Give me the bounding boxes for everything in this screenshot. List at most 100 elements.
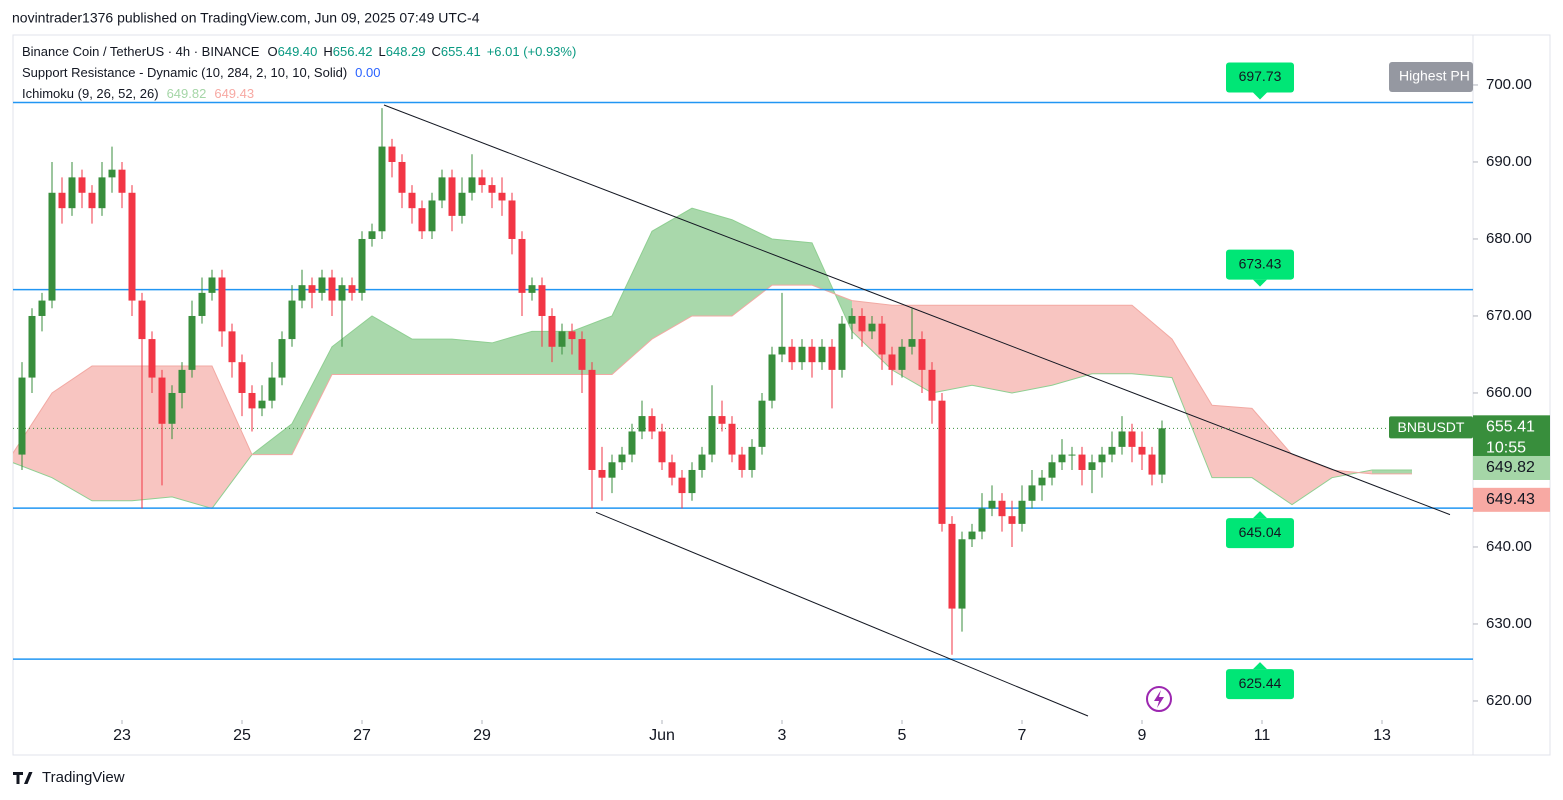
candle-body bbox=[678, 477, 686, 494]
level-label: 697.73 bbox=[1239, 68, 1282, 84]
cloud-fill bbox=[1092, 305, 1132, 374]
cloud-fill bbox=[92, 366, 132, 501]
cloud-span-a bbox=[13, 207, 1412, 510]
level-tag-pointer bbox=[1253, 279, 1267, 287]
span-b-tag bbox=[1473, 487, 1550, 512]
candle-body bbox=[658, 431, 666, 463]
candle-body bbox=[768, 354, 776, 401]
candle-body bbox=[538, 285, 546, 316]
candle-body bbox=[1008, 516, 1016, 524]
cloud-fill bbox=[612, 231, 652, 375]
candle-body bbox=[98, 177, 106, 209]
level-label: 625.44 bbox=[1239, 675, 1282, 691]
level-tag bbox=[1226, 249, 1294, 280]
candle-body bbox=[48, 192, 56, 301]
candle-body bbox=[428, 200, 436, 232]
candle-body bbox=[588, 369, 596, 470]
span-a-label: 649.82 bbox=[1486, 459, 1535, 476]
x-tick-label: 9 bbox=[1138, 727, 1147, 744]
candle-body bbox=[788, 346, 796, 363]
candle-body bbox=[278, 339, 286, 378]
candle-body bbox=[598, 469, 606, 478]
highest-ph-label: Highest PH bbox=[1399, 68, 1470, 84]
level-label: 673.43 bbox=[1239, 255, 1282, 271]
candle-body bbox=[1068, 454, 1076, 456]
candle-body bbox=[1148, 454, 1156, 475]
ticker-tag bbox=[1389, 416, 1473, 439]
level-tag-pointer bbox=[1253, 511, 1267, 519]
candle-body bbox=[648, 416, 656, 432]
published-line: novintrader1376 published on TradingView… bbox=[12, 10, 480, 26]
candle-body bbox=[328, 277, 336, 301]
cloud-fill bbox=[1132, 305, 1172, 378]
candle-body bbox=[88, 192, 96, 209]
candle-body bbox=[68, 177, 76, 209]
h-label: H bbox=[323, 44, 332, 59]
candle-body bbox=[288, 300, 296, 340]
ichimoku-a: 649.82 bbox=[167, 86, 207, 101]
level-label: 645.04 bbox=[1239, 524, 1282, 540]
ticker-label: BNBUSDT bbox=[1398, 419, 1465, 435]
candle-body bbox=[998, 500, 1006, 517]
candle-body bbox=[528, 285, 536, 293]
candle-body bbox=[558, 331, 566, 347]
x-tick-label: 25 bbox=[233, 727, 251, 744]
candle-body bbox=[378, 146, 386, 232]
candle-body bbox=[938, 400, 946, 524]
candle-body bbox=[878, 323, 886, 355]
cloud-fill bbox=[1292, 454, 1332, 505]
y-tick-label: 660.00 bbox=[1486, 384, 1532, 401]
candle-body bbox=[748, 446, 756, 470]
candle-body bbox=[18, 377, 26, 455]
candle-body bbox=[508, 200, 516, 239]
candle-body bbox=[568, 331, 576, 340]
candle-body bbox=[58, 192, 66, 209]
candle-body bbox=[948, 523, 956, 609]
brand-name: TradingView bbox=[42, 769, 125, 786]
candle-body bbox=[228, 331, 236, 363]
ichimoku-indicator: Ichimoku (9, 26, 52, 26) bbox=[22, 86, 159, 101]
candle-body bbox=[628, 431, 636, 455]
change: +6.01 (+0.93%) bbox=[487, 44, 577, 59]
candle-body bbox=[208, 277, 216, 293]
candle-body bbox=[158, 377, 166, 424]
l-value: 648.29 bbox=[386, 44, 426, 59]
candle-body bbox=[708, 416, 716, 455]
cloud-fill bbox=[1372, 469, 1412, 474]
legend-symbol: Binance Coin / TetherUS · 4h · BINANCE O6… bbox=[22, 44, 576, 59]
candle-body bbox=[268, 377, 276, 401]
cloud-fill bbox=[13, 392, 52, 478]
candle-body bbox=[728, 423, 736, 455]
candle-body bbox=[298, 285, 306, 301]
cloud-fill bbox=[172, 366, 212, 509]
candle-body bbox=[78, 177, 86, 193]
candle-body bbox=[348, 285, 356, 293]
level-tag bbox=[1226, 669, 1294, 700]
cloud-fill bbox=[52, 366, 92, 501]
candle-body bbox=[868, 323, 876, 332]
event-icon[interactable] bbox=[1146, 686, 1172, 712]
candle-body bbox=[1018, 500, 1026, 524]
candle-body bbox=[1048, 462, 1056, 478]
candle-body bbox=[258, 400, 266, 409]
candle-body bbox=[898, 346, 906, 370]
candle-body bbox=[638, 416, 646, 432]
candle-body bbox=[168, 392, 176, 424]
candle-body bbox=[1108, 446, 1116, 455]
x-tick-label: 23 bbox=[113, 727, 131, 744]
candle-body bbox=[1118, 431, 1126, 447]
candle-body bbox=[698, 454, 706, 470]
candle-body bbox=[488, 185, 496, 193]
candle-body bbox=[518, 238, 526, 293]
candle-body bbox=[988, 500, 996, 509]
y-tick-label: 670.00 bbox=[1486, 307, 1532, 324]
candle-body bbox=[1088, 462, 1096, 470]
c-label: C bbox=[432, 44, 441, 59]
cloud-fill bbox=[492, 331, 532, 375]
candle-body bbox=[28, 315, 36, 378]
cloud-fill bbox=[692, 208, 732, 316]
candle-body bbox=[368, 231, 376, 239]
x-tick-label: 7 bbox=[1018, 727, 1027, 744]
candle-body bbox=[438, 177, 446, 201]
